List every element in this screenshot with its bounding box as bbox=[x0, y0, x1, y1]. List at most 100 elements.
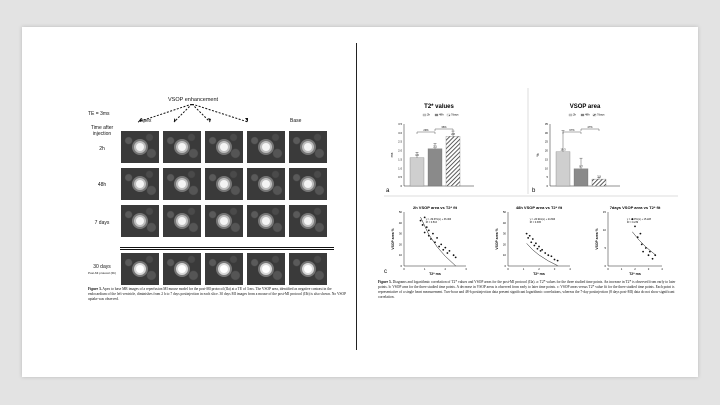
legend-label: 48h bbox=[439, 113, 444, 117]
data-point bbox=[539, 249, 542, 252]
y-tick-label: 10 bbox=[603, 228, 607, 232]
significance-bracket bbox=[434, 128, 454, 131]
mri-image bbox=[205, 253, 243, 285]
vsop-enhancement-label: VSOP enhancement bbox=[168, 97, 219, 103]
y-tick-label: 2.5 bbox=[398, 140, 402, 144]
mri-image bbox=[247, 253, 285, 285]
y-tick-label: 5 bbox=[546, 175, 548, 179]
panel-letter: b bbox=[532, 188, 536, 194]
x-tick-label: 2 bbox=[634, 267, 636, 271]
x-tick-label: 4 bbox=[569, 267, 571, 271]
y-tick-label: 35 bbox=[545, 122, 549, 126]
data-point bbox=[527, 237, 530, 239]
bar-value-label: 19.3 bbox=[560, 147, 566, 151]
chart-title: T2* values bbox=[424, 104, 454, 110]
significance-label: 67% bbox=[569, 128, 575, 132]
y-tick-label: 0 bbox=[504, 264, 506, 268]
legend-label: 7days bbox=[451, 113, 459, 117]
y-tick-label: 0 bbox=[546, 184, 548, 188]
page-gutter bbox=[356, 43, 357, 350]
data-point bbox=[639, 232, 642, 235]
data-point bbox=[538, 245, 540, 248]
fit-r2: R² = 0.239 bbox=[627, 221, 639, 224]
fit-equation: y = -20.91ln(x) + 24.696 bbox=[530, 218, 556, 221]
significance-bracket bbox=[562, 131, 582, 134]
fit-curve bbox=[526, 243, 558, 266]
data-point bbox=[452, 254, 455, 257]
x-tick-label: 1 bbox=[424, 267, 426, 271]
x-axis-label: T2* ms bbox=[429, 272, 441, 276]
legend-label: 2h bbox=[427, 113, 431, 117]
x-tick-label: 2 bbox=[538, 267, 540, 271]
data-point bbox=[654, 254, 657, 257]
row-label-30days: 30 days Post-MI protocol (IIb) bbox=[87, 264, 116, 275]
y-tick-label: 30 bbox=[503, 232, 507, 236]
significance-bracket bbox=[580, 128, 600, 131]
y-tick-label: 2.0 bbox=[398, 149, 402, 153]
data-point bbox=[531, 238, 534, 240]
figure-3-caption: Figure 3. Apex to base MR images of a re… bbox=[88, 287, 347, 301]
data-point bbox=[541, 248, 543, 251]
data-point bbox=[454, 256, 457, 259]
data-point bbox=[533, 244, 536, 247]
y-tick-label: 25 bbox=[545, 140, 549, 144]
y-tick-label: 5 bbox=[604, 246, 606, 250]
x-axis-label: T2* ms bbox=[533, 272, 545, 276]
legend-swatch bbox=[580, 113, 585, 117]
bar-value-label: 2.1 bbox=[433, 144, 437, 148]
col-label-base: Base bbox=[290, 118, 302, 124]
figure-5-caption: Figure 5. Diagrams and logarithmic corre… bbox=[378, 280, 676, 299]
chart-title: 48h VSOP area vs T2* fit bbox=[516, 205, 563, 210]
data-point bbox=[419, 219, 422, 222]
mri-image bbox=[163, 253, 201, 285]
y-tick-label: 0 bbox=[400, 264, 402, 268]
y-tick-label: 50 bbox=[399, 210, 403, 214]
data-point bbox=[444, 246, 447, 249]
mri-image bbox=[289, 253, 327, 285]
bar-7days bbox=[445, 136, 461, 187]
data-point bbox=[427, 229, 430, 232]
legend-label: 2h bbox=[573, 113, 577, 117]
y-axis-label: % bbox=[536, 153, 540, 156]
mri-image bbox=[121, 253, 159, 285]
fit-equation: y = -39.67ln(x) + 36.466 bbox=[426, 218, 452, 221]
bar-value-label: 3.9 bbox=[597, 175, 601, 179]
x-tick-label: 0 bbox=[507, 267, 509, 271]
data-point bbox=[448, 249, 451, 252]
data-point bbox=[525, 232, 528, 235]
mri-image bbox=[121, 205, 159, 237]
panel-letter: c bbox=[384, 269, 387, 275]
mri-image bbox=[289, 205, 327, 237]
data-point bbox=[423, 216, 426, 219]
data-point bbox=[446, 252, 449, 254]
y-tick-label: 0 bbox=[604, 264, 606, 268]
y-tick-label: 0 bbox=[400, 184, 402, 188]
chart-title: 7days VSOP area vs T2* fit bbox=[610, 205, 661, 210]
bar-7days bbox=[591, 178, 607, 187]
x-tick-label: 1 bbox=[621, 267, 623, 271]
data-point bbox=[442, 248, 445, 251]
bar-2h bbox=[409, 157, 425, 187]
chart-title: VSOP area bbox=[570, 104, 601, 110]
y-tick-label: 1.0 bbox=[398, 166, 402, 170]
mri-image bbox=[163, 168, 201, 200]
y-tick-label: 15 bbox=[545, 157, 549, 161]
figure-separator bbox=[120, 249, 334, 250]
y-axis-label: VSOP area % bbox=[595, 228, 599, 249]
significance-label: 29% bbox=[423, 128, 429, 132]
bar-48h bbox=[427, 148, 443, 187]
legend-swatch bbox=[434, 113, 439, 117]
data-point bbox=[651, 257, 654, 260]
y-tick-label: 10 bbox=[545, 166, 549, 170]
y-tick-label: 20 bbox=[503, 242, 507, 246]
x-tick-label: 0 bbox=[607, 267, 609, 271]
data-point bbox=[547, 254, 550, 257]
data-point bbox=[530, 241, 533, 244]
y-tick-label: 40 bbox=[399, 221, 403, 225]
data-point bbox=[640, 243, 643, 246]
legend-swatch bbox=[568, 113, 573, 117]
bar-2h bbox=[555, 151, 571, 187]
legend-swatch bbox=[446, 113, 451, 117]
x-tick-label: 1 bbox=[523, 267, 525, 271]
mri-image bbox=[247, 205, 285, 237]
